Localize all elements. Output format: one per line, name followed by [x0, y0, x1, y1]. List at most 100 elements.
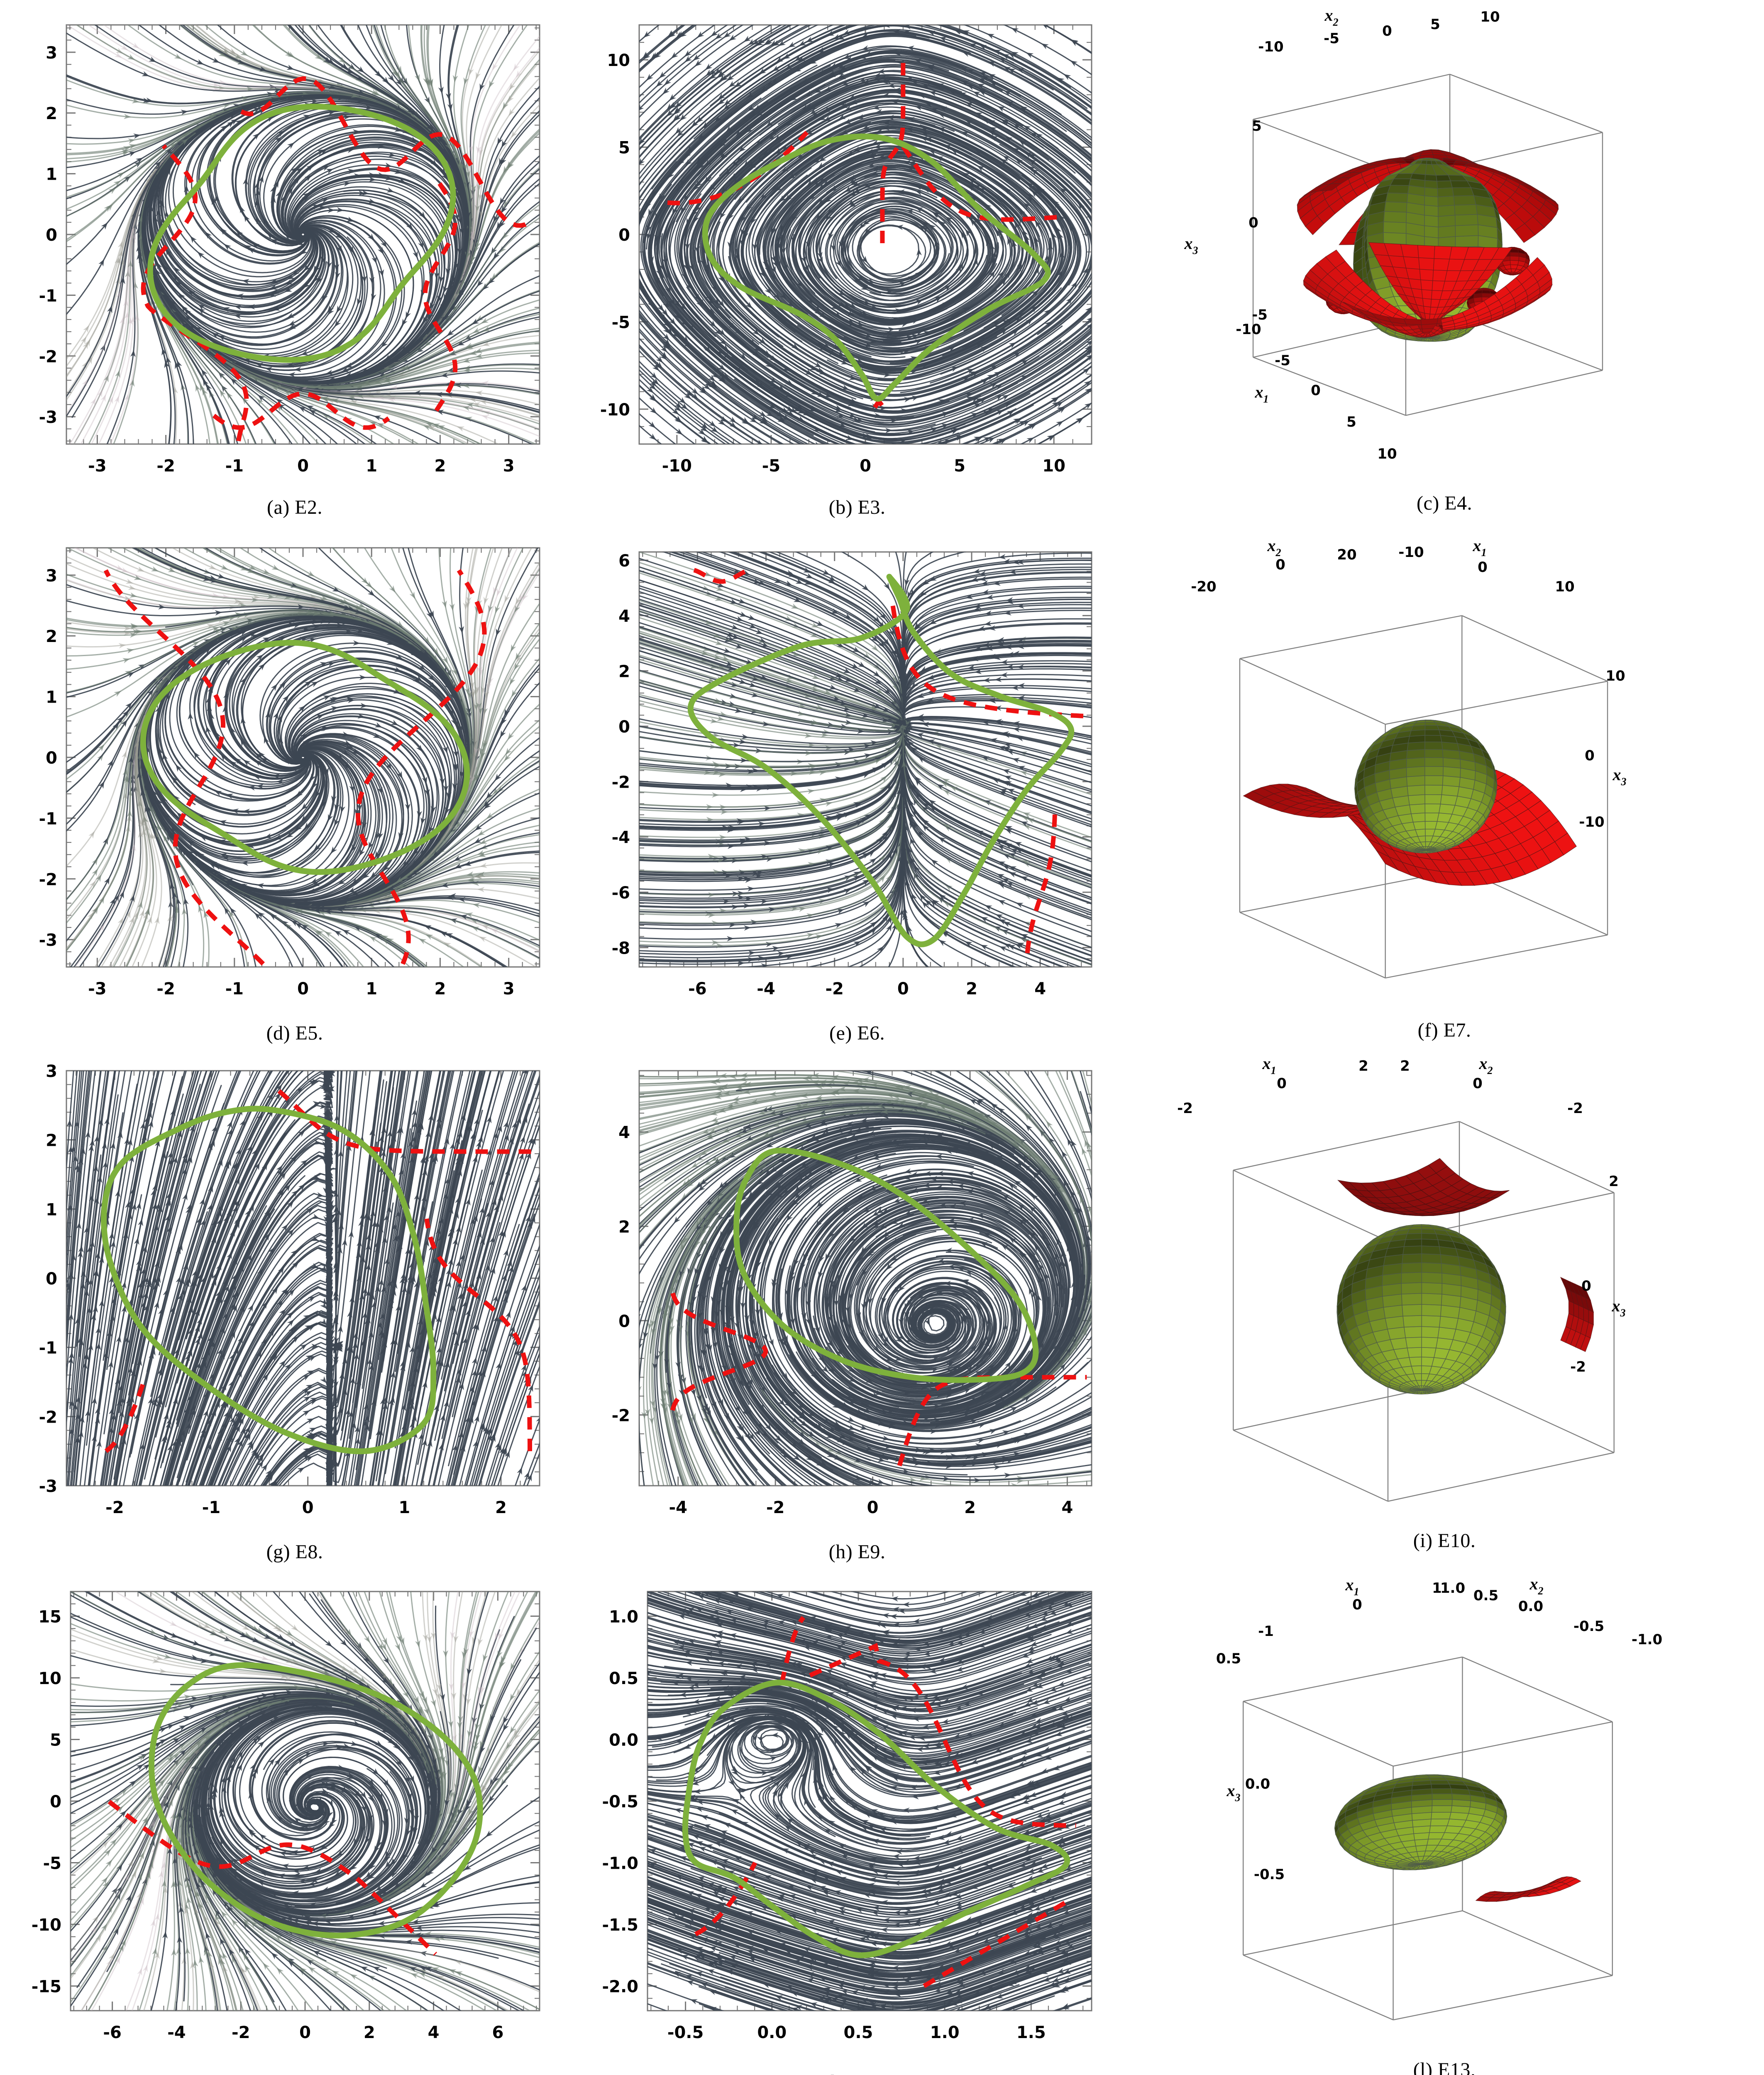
axis-label: x3 — [1184, 234, 1198, 256]
streamline-arrow — [912, 444, 920, 451]
streamline-arrow — [326, 1504, 332, 1512]
caption-c: (c) E4. — [1125, 492, 1764, 515]
tick-label: 0 — [1382, 23, 1392, 39]
streamline-arrow — [891, 17, 898, 23]
tick-label: -10 — [1398, 544, 1424, 561]
tick-label: -10 — [1236, 321, 1261, 338]
tick-label: 1 — [366, 979, 377, 998]
caption-a: (a) E2. — [0, 496, 589, 519]
streamline-arrow — [57, 1399, 63, 1406]
phase-portrait-e6: -6 -4 -2 0 2 4 -8 -6 -4 -2 0 2 4 6 — [594, 540, 1100, 1029]
streamline-arrow — [58, 1402, 64, 1409]
panel-cell-e: -6 -4 -2 0 2 4 -8 -6 -4 -2 0 2 4 6 (e) E6. — [589, 531, 1125, 1058]
tick-label: 0 — [618, 226, 630, 245]
panel-cell-c: x2 x1 x3 0 5 10 -5 -10 5 0 -5 -10 -5 0 5 10 (c) E4. — [1125, 0, 1764, 531]
tick-label: -1 — [225, 456, 244, 476]
tick-label: 0 — [46, 749, 57, 768]
streamline-arrow — [872, 18, 880, 24]
tick-label: 2 — [618, 662, 630, 681]
streamline-arrow — [628, 247, 634, 255]
panel-cell-g: -2 -1 0 1 2 -3 -2 -1 0 1 2 3 (g) E8. — [0, 1058, 589, 1577]
tick-label: 2 — [46, 627, 57, 646]
streamline-arrow — [328, 1062, 335, 1065]
tick-label: -1 — [202, 1498, 220, 1517]
tick-label: 3 — [503, 456, 515, 476]
streamline-arrow — [320, 1506, 329, 1514]
streamline-arrow — [320, 1507, 329, 1516]
tick-label: -10 — [662, 456, 692, 476]
tick-label: 0 — [1275, 557, 1285, 573]
tick-label: 3 — [46, 44, 57, 63]
phase-portrait-e2: -3 -2 -1 0 1 2 3 -3 -2 -1 0 1 2 3 — [17, 8, 548, 506]
streamline-arrow — [632, 234, 638, 242]
tick-label: 2 — [46, 104, 57, 123]
tick-label: -6 — [612, 884, 630, 903]
tick-label: -20 — [1191, 579, 1216, 595]
axis-label: x2 — [1324, 6, 1339, 28]
streamline-arrow — [544, 1250, 548, 1259]
tick-label: -1 — [39, 1339, 57, 1358]
surface-plot-e4: x2 x1 x3 0 5 10 -5 -10 5 0 -5 -10 -5 0 5 10 — [1137, 0, 1710, 498]
streamline-arrow — [630, 258, 637, 266]
tick-label: 10 — [1480, 9, 1500, 25]
tick-label: -3 — [39, 1477, 57, 1496]
streamline-arrow — [760, 970, 768, 976]
axis-label: x1 — [1473, 536, 1487, 559]
streamline-arrow — [908, 15, 916, 21]
tick-label: -2 — [156, 456, 175, 476]
streamline-arrow — [272, 1489, 281, 1498]
tick-label: 2 — [495, 1498, 507, 1517]
tick-label: -3 — [39, 408, 57, 427]
axis-label: x3 — [1613, 765, 1627, 788]
tick-label: 10 — [607, 51, 630, 70]
streamline-arrow — [867, 16, 875, 23]
tick-label: 0 — [618, 718, 630, 737]
panel-cell-f: x2 x1 x3 0 20 -20 -10 0 10 10 0 -10 (f) E7. — [1125, 531, 1764, 1058]
tick-label: 0 — [1478, 559, 1488, 576]
streamline-arrow — [327, 1503, 333, 1511]
axis-label: x1 — [1255, 383, 1269, 405]
tick-label: 2 — [435, 979, 446, 998]
tick-label: -1 — [225, 979, 244, 998]
caption-b: (b) E3. — [589, 496, 1125, 519]
tick-label: 0 — [860, 456, 871, 476]
tick-label: -5 — [1324, 30, 1339, 47]
tick-label: -2 — [612, 773, 630, 792]
tick-label: 4 — [618, 607, 630, 626]
tick-label: -2 — [105, 1498, 124, 1517]
tick-label: 5 — [1430, 16, 1440, 33]
caption-d: (d) E5. — [0, 1022, 589, 1045]
caption-f: (f) E7. — [1125, 1019, 1764, 1042]
tick-label: 1 — [46, 1200, 57, 1219]
tick-label: 5 — [954, 456, 965, 476]
streamline-arrow — [865, 446, 873, 453]
tick-label: -6 — [688, 979, 706, 998]
tick-label: -8 — [612, 939, 630, 958]
tick-label: 1 — [366, 456, 377, 476]
tick-label: 10 — [1605, 668, 1625, 684]
tick-label: -1 — [39, 809, 57, 828]
axis-label: x2 — [1267, 536, 1281, 559]
tick-label: -2 — [156, 979, 175, 998]
tick-label: 2 — [435, 456, 446, 476]
tick-label: -5 — [762, 456, 780, 476]
tick-label: -10 — [1579, 814, 1604, 830]
tick-label: 0 — [46, 1269, 57, 1289]
tick-label: 0 — [1585, 747, 1595, 764]
streamline-arrow — [545, 1264, 548, 1272]
tick-label: -2 — [39, 347, 57, 366]
streamline-arrow — [988, 544, 996, 550]
streamline-arrow — [540, 1238, 547, 1246]
streamline-arrow — [543, 1229, 548, 1237]
tick-label: -4 — [757, 979, 775, 998]
tick-label: 0 — [302, 1498, 314, 1517]
streamline-arrow — [325, 1502, 334, 1511]
tick-label: 20 — [1337, 547, 1356, 563]
tick-label: 0 — [297, 456, 309, 476]
tick-label: 5 — [1346, 414, 1356, 430]
streamline-arrow — [325, 1502, 332, 1509]
tick-label: 0 — [897, 979, 909, 998]
tick-label: -2 — [825, 979, 843, 998]
tick-label: 0 — [1311, 382, 1321, 399]
